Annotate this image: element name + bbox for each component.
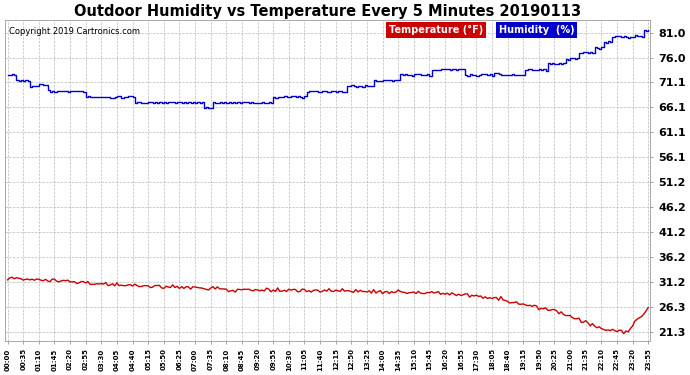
Title: Outdoor Humidity vs Temperature Every 5 Minutes 20190113: Outdoor Humidity vs Temperature Every 5 … [75, 4, 582, 19]
Text: Copyright 2019 Cartronics.com: Copyright 2019 Cartronics.com [8, 27, 139, 36]
Text: Humidity  (%): Humidity (%) [499, 25, 575, 35]
Text: Temperature (°F): Temperature (°F) [389, 25, 484, 35]
